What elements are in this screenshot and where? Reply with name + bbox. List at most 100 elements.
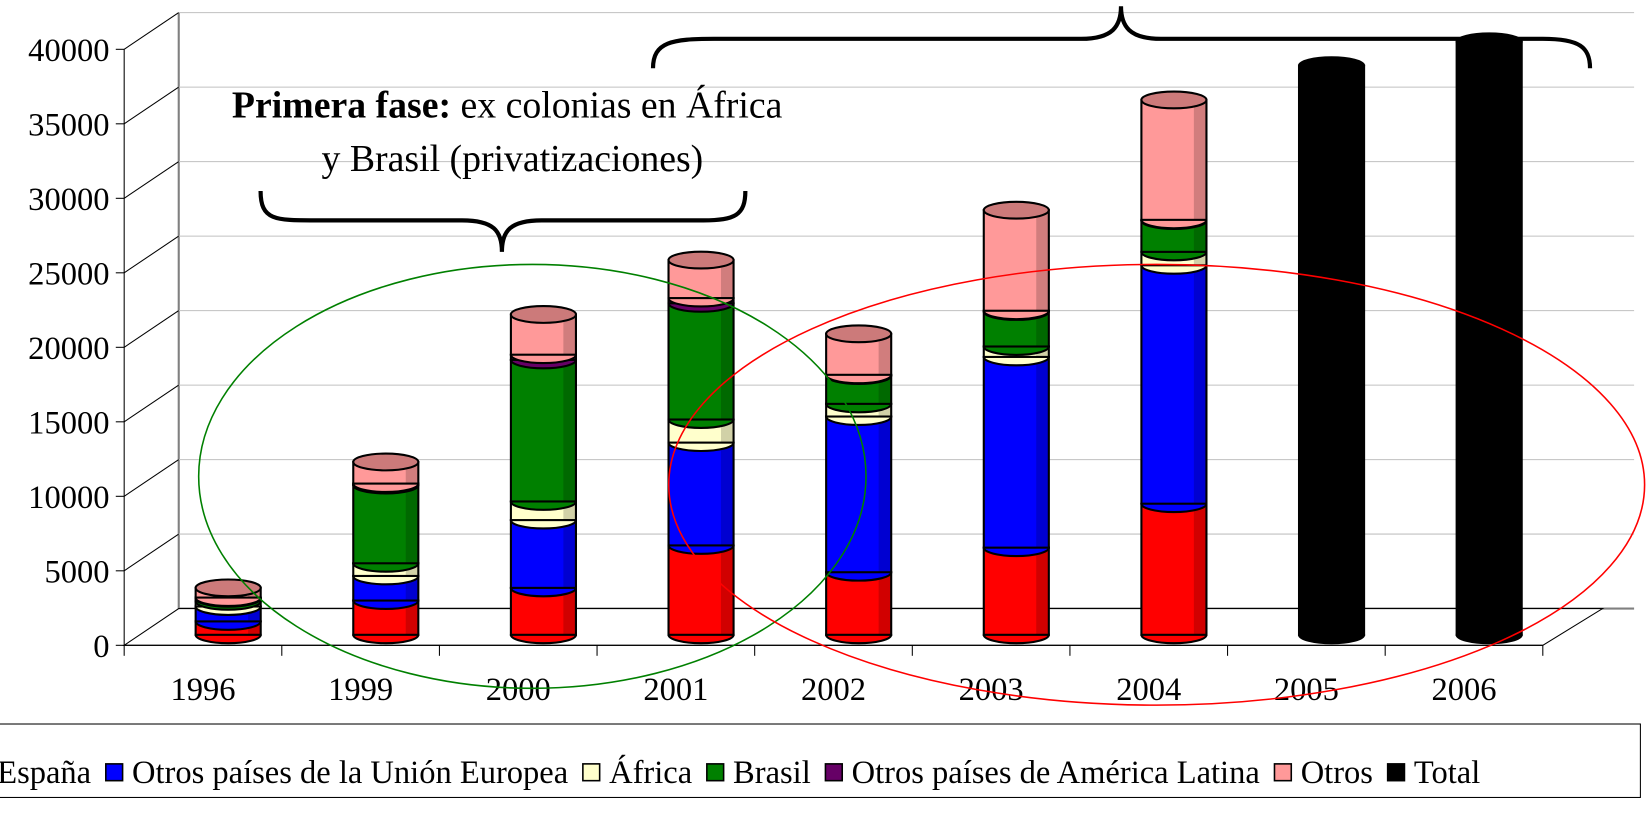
bar-top-shade [510,306,576,323]
bar-top-shade [983,201,1049,219]
bar-shade [878,333,892,375]
legend-swatch [582,763,601,782]
y-tick-label: 10000 [28,480,109,516]
bar-shade [563,587,576,635]
bar-shade [405,485,419,564]
side-grid-line [123,459,180,497]
x-tick-label: 1999 [328,672,393,708]
annotation: Primera fase: ex colonias en África [232,85,783,127]
bar-top-shade [353,453,419,471]
x-tick-label: 2002 [801,672,866,708]
bar-segment [509,358,578,503]
bar-shade [720,303,734,420]
bar-segment [352,484,420,565]
side-grid-line [123,533,180,572]
bar-top-shade [668,251,734,269]
bar-shade [1351,65,1365,635]
x-tick-label: 2000 [486,672,551,708]
y-tick-label: 30000 [28,182,109,218]
legend-label: España [0,755,91,791]
bar-segment [1140,264,1208,505]
side-grid-line [123,384,180,423]
legend-swatch [105,763,124,782]
side-grid-line [123,235,180,274]
x-tick-label: 2003 [959,672,1024,708]
bar-shade [1036,311,1049,347]
bar-segment [982,546,1050,636]
side-grid-line [123,86,180,125]
bar-segment [509,519,578,589]
bar-top-shade [1299,57,1365,75]
highlight-ellipse [197,263,867,690]
legend-swatch [1386,763,1406,782]
bar-shade [563,314,576,355]
bar-shade [878,416,892,573]
bar-segment [667,544,735,636]
bar-top [667,250,735,270]
bar-shade [1193,99,1207,220]
y-tick-label: 5000 [44,554,109,590]
bar-segment [825,571,893,636]
y-tick-label: 0 [93,629,109,665]
bar-shade [720,442,734,546]
bar-segment [1297,64,1366,636]
brace [258,190,748,252]
x-tick-label: 1996 [170,672,235,708]
legend-swatch [1273,763,1293,782]
bar-shade [1509,41,1522,635]
y-tick-label: 25000 [28,256,109,292]
legend-label: Total [1414,755,1480,791]
bar-shade [405,600,419,635]
bar-shade [720,260,734,299]
side-grid-line [123,12,180,50]
y-tick-label: 35000 [28,107,109,143]
bar-top-shade [195,579,261,597]
y-tick-label: 20000 [28,331,109,367]
bar-top-shade [1456,33,1522,51]
bar-top-shade [826,325,892,343]
bar-shade [563,520,576,588]
bar-shade [878,572,892,635]
bars [194,32,1523,645]
legend-swatch [824,763,844,782]
y-tick-label: 15000 [28,405,109,441]
bar-segment [352,574,420,602]
highlight-ellipse [667,263,1646,706]
side-grid-line [123,161,180,199]
bar-top [352,452,420,472]
bar-top [825,324,893,344]
bar-segment [825,415,893,574]
bar-top [1297,56,1366,76]
bar-shade [1036,210,1049,311]
legend-box [0,723,1641,798]
bar-top [509,305,578,324]
bar-segment [1455,40,1523,636]
bar-shade [563,359,576,502]
x-tick-label: 2001 [643,672,708,708]
bar-top [1140,90,1208,110]
legend: España Otros países de la Unión Europea Áf… [0,755,1480,791]
legend-label: Brasil [733,755,811,791]
bar-shade [878,375,892,404]
legend-label: Otros [1301,755,1373,791]
bar-shade [1193,220,1207,252]
bar-segment [667,302,735,421]
annotation: y Brasil (privatizaciones) [322,138,704,180]
bar-shade [1036,547,1049,635]
legend-label: Otros países de la Unión Europea [132,755,568,791]
brace [650,6,1593,69]
legend-label: África [609,755,692,791]
x-tick-label: 2004 [1116,672,1181,708]
side-grid-line [123,310,180,348]
annotation-text: ex colonias en África [451,85,783,127]
bar-shade [1193,503,1207,635]
bar-shade [1036,356,1049,548]
bar-top [982,200,1050,220]
annotation-bold: Primera fase: [232,85,451,127]
y-tick-label: 40000 [28,33,109,69]
x-tick-label: 2005 [1274,672,1339,708]
legend-label: Otros países de América Latina [852,755,1260,791]
x-tick-label: 2006 [1431,672,1496,708]
